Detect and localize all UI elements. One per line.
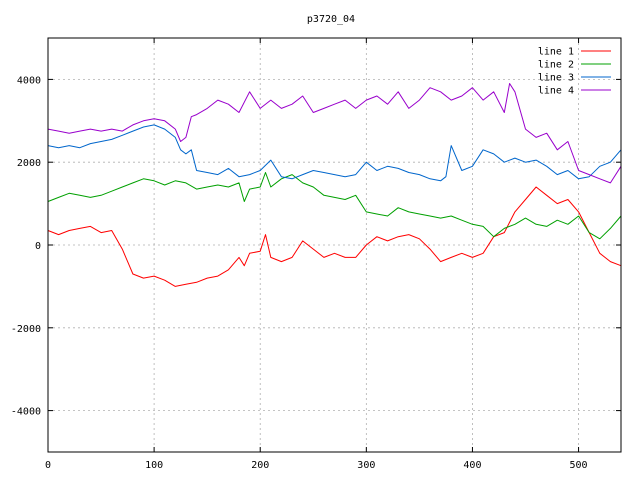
x-tick-label: 200: [251, 460, 269, 471]
x-tick-label: 100: [145, 460, 163, 471]
legend-label-2: line 2: [538, 60, 574, 71]
x-tick-label: 400: [463, 460, 481, 471]
legend: line 1 line 2 line 3 line 4: [538, 47, 611, 97]
x-tick-label: 500: [570, 460, 588, 471]
legend-label-4: line 4: [538, 86, 574, 97]
series-line-1: [47, 186, 622, 287]
series-line-3: [47, 124, 622, 182]
legend-label-1: line 1: [538, 47, 574, 58]
grid-layer: [48, 38, 621, 452]
series-line-2: [47, 172, 622, 240]
ticks-layer: 0 100 200 300 400 500 -4000 -2000 0 2000 4000: [11, 38, 621, 471]
x-tick-label: 300: [357, 460, 375, 471]
y-tick-label: 2000: [17, 158, 41, 169]
series-layer: [47, 83, 622, 287]
x-tick-label: 0: [45, 460, 51, 471]
y-tick-label: -4000: [11, 407, 41, 418]
chart-title: p3720_04: [307, 14, 355, 25]
legend-label-3: line 3: [538, 73, 574, 84]
y-tick-label: -2000: [11, 324, 41, 335]
y-tick-label: 4000: [17, 75, 41, 86]
series-line-4: [47, 83, 622, 184]
y-tick-label: 0: [35, 241, 41, 252]
